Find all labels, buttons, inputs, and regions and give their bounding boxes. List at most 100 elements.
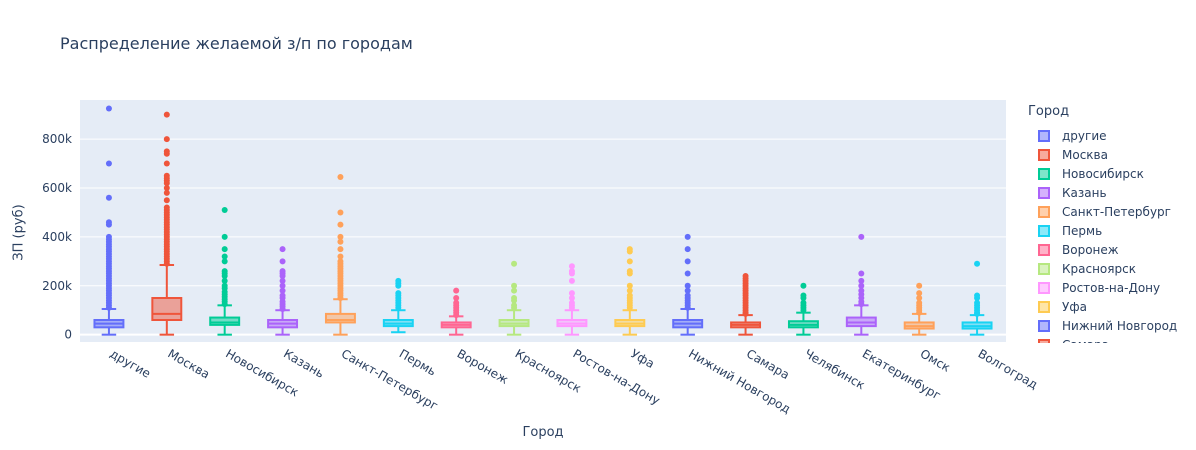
outlier-point: [279, 277, 286, 284]
outlier-point: [337, 238, 344, 245]
legend-item[interactable]: Новосибирск: [1028, 164, 1196, 183]
x-tick-label: Уфа: [628, 346, 657, 371]
outlier-point: [568, 299, 575, 306]
outlier-point: [626, 246, 633, 253]
legend-label: другие: [1062, 128, 1107, 143]
box-trace[interactable]: [382, 277, 414, 334]
legend-label: Казань: [1062, 185, 1107, 200]
outlier-point: [511, 287, 518, 294]
outlier-point: [337, 253, 344, 260]
legend-swatch: [1038, 224, 1050, 237]
x-tick-label: Москва: [165, 346, 212, 381]
x-tick-label: Пермь: [397, 346, 439, 378]
x-tick-label: Воронеж: [455, 346, 511, 387]
legend-item[interactable]: Уфа: [1028, 297, 1196, 316]
legend-item[interactable]: Ростов-на-Дону: [1028, 278, 1196, 297]
x-axis-title: Город: [522, 425, 564, 440]
outlier-point: [916, 290, 923, 297]
x-tick-label: Самара: [744, 346, 792, 382]
outlier-point: [279, 292, 286, 299]
legend-swatch: [1038, 243, 1050, 256]
outlier-point: [916, 295, 923, 301]
y-tick-label: 400k: [42, 230, 72, 244]
outlier-point: [105, 160, 112, 167]
legend-item[interactable]: Казань: [1028, 183, 1196, 202]
y-tick-label: 800k: [42, 132, 72, 146]
outlier-point: [568, 295, 575, 301]
outlier-point: [105, 194, 112, 201]
legend-item[interactable]: Воронеж: [1028, 240, 1196, 259]
box-iqr: [151, 297, 183, 321]
outlier-point: [163, 185, 170, 191]
outlier-point: [337, 258, 344, 265]
outlier-point: [163, 172, 170, 179]
box-trace[interactable]: [556, 263, 588, 336]
outlier-point: [511, 282, 518, 289]
legend-swatch: [1038, 319, 1050, 332]
box-trace[interactable]: [845, 233, 877, 336]
legend-swatch: [1038, 186, 1050, 199]
box-trace[interactable]: [787, 282, 819, 336]
x-tick-label: Нижний Новгород: [686, 346, 793, 416]
legend-label: Санкт-Петербург: [1062, 204, 1171, 219]
x-tick-label: Челябинск: [802, 346, 867, 392]
outlier-point: [453, 295, 460, 301]
box-trace[interactable]: [672, 233, 704, 336]
box-trace[interactable]: [961, 260, 993, 336]
box-trace[interactable]: [267, 246, 299, 336]
x-tick-label: Казань: [281, 346, 327, 380]
outlier-point: [453, 299, 460, 306]
box-trace[interactable]: [614, 246, 646, 336]
outlier-point: [163, 160, 170, 167]
box-trace[interactable]: [93, 105, 125, 336]
outlier-point: [568, 290, 575, 297]
box-trace[interactable]: [324, 174, 356, 336]
box-trace[interactable]: [151, 111, 183, 336]
outlier-point: [221, 258, 228, 265]
outlier-point: [395, 290, 402, 297]
outlier-point: [337, 233, 344, 240]
box-trace[interactable]: [440, 287, 472, 336]
legend-item[interactable]: Нижний Новгород: [1028, 316, 1196, 335]
legend-label: Самара: [1062, 338, 1109, 344]
legend-item[interactable]: Красноярск: [1028, 259, 1196, 278]
box-trace[interactable]: [498, 260, 530, 336]
outlier-point: [511, 302, 518, 309]
x-tick-label: другие: [107, 346, 153, 380]
outlier-point: [626, 292, 633, 299]
legend-swatch: [1038, 205, 1050, 218]
outlier-point: [684, 233, 691, 240]
outlier-point: [800, 299, 807, 306]
outlier-point: [858, 282, 865, 289]
outlier-point: [221, 268, 228, 275]
legend-swatch: [1038, 262, 1050, 275]
outlier-point: [916, 299, 923, 306]
legend-item[interactable]: Москва: [1028, 145, 1196, 164]
legend-item[interactable]: другие: [1028, 126, 1196, 145]
outlier-point: [221, 246, 228, 253]
outlier-point: [974, 292, 981, 299]
legend-item[interactable]: Пермь: [1028, 221, 1196, 240]
outlier-point: [858, 277, 865, 284]
legend-label: Воронеж: [1062, 242, 1119, 257]
y-tick-label: 200k: [42, 279, 72, 293]
outlier-point: [974, 299, 981, 306]
box-trace[interactable]: [209, 207, 241, 336]
legend-label: Красноярск: [1062, 261, 1136, 276]
y-tick-label: 0: [64, 328, 72, 342]
outlier-point: [858, 233, 865, 240]
legend-item[interactable]: Самара: [1028, 335, 1196, 343]
legend-item[interactable]: Санкт-Петербург: [1028, 202, 1196, 221]
outlier-point: [568, 268, 575, 275]
outlier-point: [742, 273, 749, 279]
box-trace[interactable]: [903, 282, 935, 336]
legend-swatch: [1038, 148, 1050, 161]
box-trace[interactable]: [730, 273, 762, 336]
y-tick-labels: 0 200k 400k 600k 800k: [42, 132, 72, 342]
outlier-point: [684, 282, 691, 289]
legend-swatch: [1038, 167, 1050, 180]
outlier-point: [337, 209, 344, 216]
outlier-point: [395, 277, 402, 284]
legend: Город другие Москва Новосибирск Казань Санкт…: [1028, 103, 1196, 343]
